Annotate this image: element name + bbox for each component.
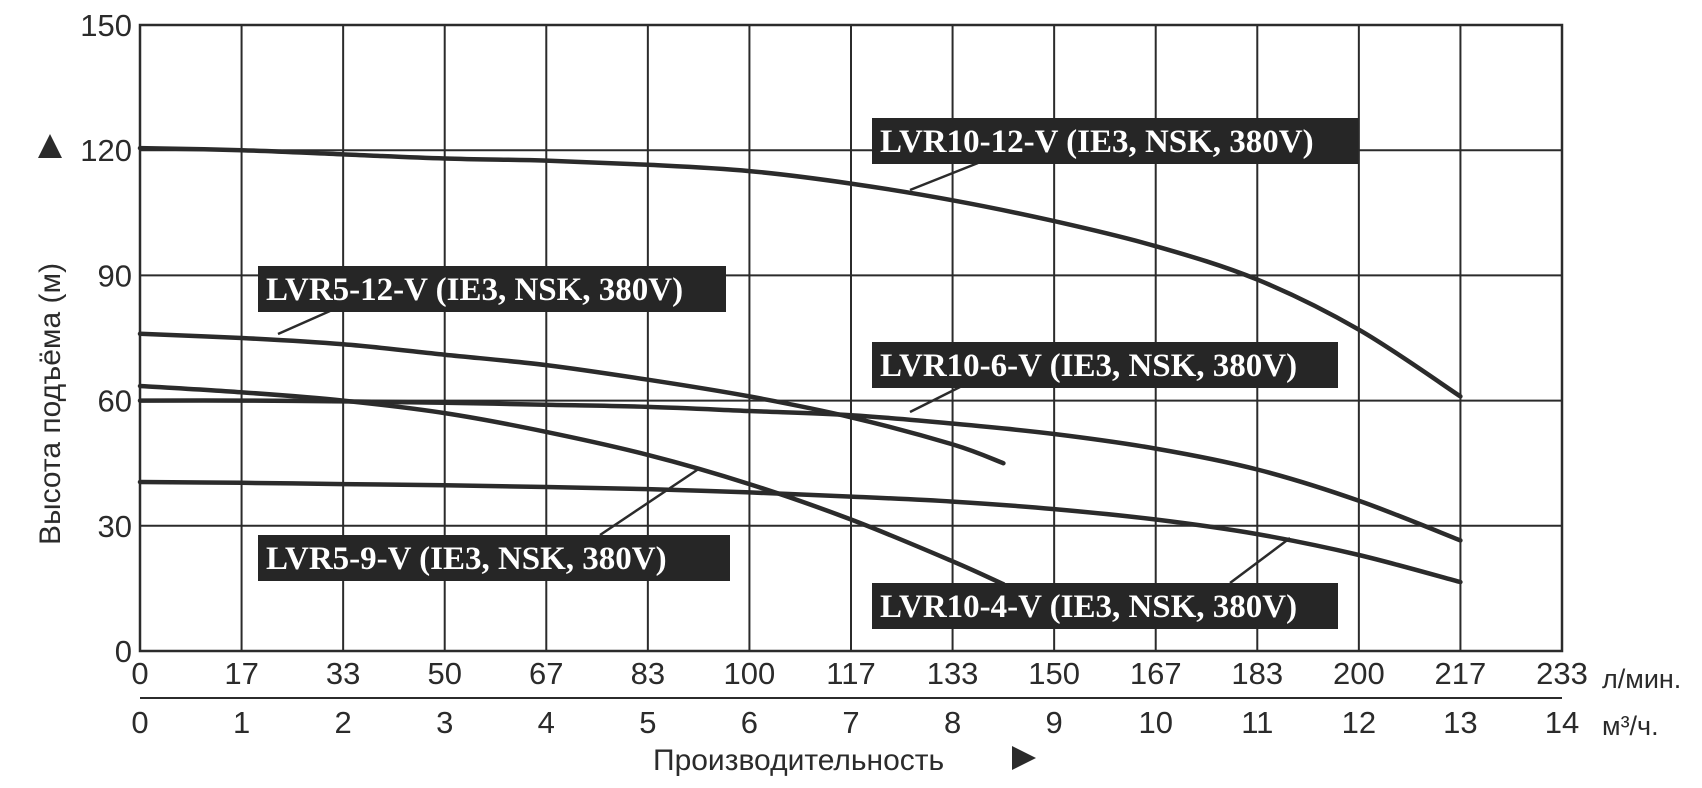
label-leader-line xyxy=(277,309,331,336)
series-label-5: LVR10-4-V (IE3, NSK, 380V) xyxy=(880,589,1297,625)
y-tick-label: 30 xyxy=(98,509,132,544)
x-tick-label-lmin: 217 xyxy=(1435,656,1487,691)
series-label-box xyxy=(872,118,1358,164)
x-tick-label-m3h: 10 xyxy=(1138,705,1172,740)
x-tick-label-lmin: 133 xyxy=(927,656,979,691)
series-label-box xyxy=(258,266,726,312)
x-tick-label-lmin: 200 xyxy=(1333,656,1385,691)
label-leader-line xyxy=(599,466,701,537)
series-labels: LVR10-12-V (IE3, NSK, 380V) LVR5-12-V (IE… xyxy=(258,118,1358,629)
y-tick-label: 90 xyxy=(98,258,132,293)
y-tick-label: 120 xyxy=(80,133,132,168)
y-axis-title: Высота подъёма (м) xyxy=(34,263,67,545)
x-tick-label-m3h: 1 xyxy=(233,705,250,740)
x-tick-label-lmin: 150 xyxy=(1028,656,1080,691)
x-tick-label-lmin: 183 xyxy=(1231,656,1283,691)
y-axis-title-group: Высота подъёма (м) xyxy=(34,134,67,545)
series-label-box xyxy=(872,342,1338,388)
x-tick-label-lmin: 233 xyxy=(1536,656,1588,691)
x-tick-label-lmin: 0 xyxy=(131,656,148,691)
x-tick-label-lmin: 167 xyxy=(1130,656,1182,691)
x-tick-label-m3h: 2 xyxy=(335,705,352,740)
series-curve-1 xyxy=(137,145,1463,399)
x-axis-title-group: Производительность xyxy=(653,744,1036,777)
series-curve-4 xyxy=(137,383,1006,587)
x-tick-label-m3h: 14 xyxy=(1545,705,1579,740)
label-leader-line xyxy=(909,161,979,192)
x-tick-label-m3h: 0 xyxy=(131,705,148,740)
x-tick-label-m3h: 3 xyxy=(436,705,453,740)
y-tick-label: 60 xyxy=(98,384,132,419)
x-tick-label-lmin: 117 xyxy=(826,656,875,691)
curves xyxy=(137,145,1463,587)
y-tick-label: 0 xyxy=(115,634,132,669)
series-curve-5 xyxy=(137,479,1463,585)
x-tick-label-m3h: 6 xyxy=(741,705,758,740)
series-curve-2 xyxy=(137,331,1006,466)
x-tick-label-m3h: 5 xyxy=(639,705,656,740)
series-label-1: LVR10-12-V (IE3, NSK, 380V) xyxy=(880,124,1314,160)
x-tick-label-m3h: 9 xyxy=(1046,705,1063,740)
series-label-2: LVR5-12-V (IE3, NSK, 380V) xyxy=(266,272,683,308)
series-curve-3 xyxy=(137,398,1463,543)
y-axis-arrow-icon xyxy=(38,134,62,158)
x-tick-label-lmin: 17 xyxy=(224,656,258,691)
series-label-3: LVR10-6-V (IE3, NSK, 380V) xyxy=(880,348,1297,384)
x-tick-label-m3h: 8 xyxy=(944,705,961,740)
x-tick-label-m3h: 12 xyxy=(1342,705,1376,740)
label-leader-line xyxy=(909,385,961,414)
x-tick-label-lmin: 50 xyxy=(427,656,461,691)
x-tick-label-m3h: 4 xyxy=(538,705,555,740)
x-tick-label-lmin: 83 xyxy=(631,656,665,691)
x-tick-label-m3h: 7 xyxy=(842,705,859,740)
x-unit-m3h: м³/ч. xyxy=(1602,711,1659,741)
x-tick-label-m3h: 11 xyxy=(1241,705,1273,740)
series-label-box xyxy=(872,583,1338,629)
plot-frame xyxy=(138,23,1564,653)
y-tick-labels: 0 30 60 90 120 150 xyxy=(80,8,132,669)
label-leader-line xyxy=(1229,537,1291,584)
x-tick-label-lmin: 33 xyxy=(326,656,360,691)
x-tick-label-m3h: 13 xyxy=(1443,705,1477,740)
series-label-4: LVR5-9-V (IE3, NSK, 380V) xyxy=(266,541,667,577)
x-tick-label-lmin: 100 xyxy=(724,656,776,691)
x-tick-label-lmin: 67 xyxy=(529,656,563,691)
x-unit-lmin: л/мин. xyxy=(1602,664,1681,694)
x-axis-arrow-icon xyxy=(1012,746,1036,770)
series-label-box xyxy=(258,535,730,581)
x-axis-title: Производительность xyxy=(653,744,944,777)
y-tick-label: 150 xyxy=(80,8,132,43)
